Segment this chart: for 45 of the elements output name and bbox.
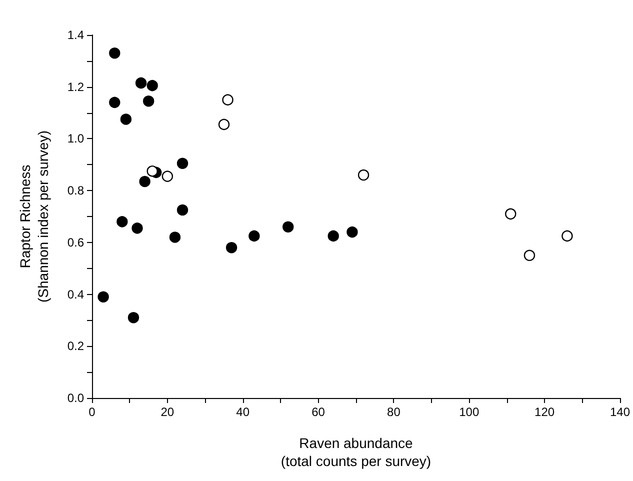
point xyxy=(98,291,109,302)
point xyxy=(139,176,150,188)
point xyxy=(135,77,147,89)
point xyxy=(176,158,188,169)
point xyxy=(226,242,238,254)
y-tick-label: 0.2 xyxy=(67,339,84,354)
point xyxy=(109,96,120,108)
point xyxy=(505,208,516,220)
point xyxy=(109,48,120,59)
x-tick-label: 60 xyxy=(312,405,326,419)
point xyxy=(162,170,174,182)
point xyxy=(346,226,358,238)
y-tick-label: 1.4 xyxy=(67,28,84,42)
point xyxy=(358,169,370,181)
x-tick-label: 80 xyxy=(387,405,401,419)
point xyxy=(146,166,158,177)
point xyxy=(218,118,230,130)
point xyxy=(132,222,143,234)
point xyxy=(128,312,140,324)
x-axis-title: Raven abundance (total counts per survey) xyxy=(280,435,432,469)
y-axis-title: Raptor Richness (Shannon index per survey) xyxy=(17,130,51,302)
y-tick-label: 0.6 xyxy=(67,235,84,250)
point xyxy=(116,216,128,228)
x-tick-label: 0 xyxy=(88,405,96,419)
x-tick-label: 120 xyxy=(534,405,555,419)
point xyxy=(328,230,339,242)
x-tick-label: 100 xyxy=(459,405,480,419)
point xyxy=(248,230,260,242)
x-tick-label: 140 xyxy=(610,405,630,419)
y-tick-label: 0.8 xyxy=(67,184,84,198)
point xyxy=(222,94,234,106)
point xyxy=(120,114,132,125)
y-tick-label: 1.2 xyxy=(67,80,84,94)
point xyxy=(282,221,294,232)
x-tick-label: 20 xyxy=(160,405,174,419)
point xyxy=(146,80,158,92)
point xyxy=(524,250,536,261)
y-tick-label: 0.0 xyxy=(67,391,84,405)
x-tick-label: 40 xyxy=(236,405,250,419)
y-tick-label: 0.4 xyxy=(67,287,84,302)
point xyxy=(176,204,188,216)
point xyxy=(562,230,573,242)
point xyxy=(169,232,181,243)
point xyxy=(142,96,154,107)
y-tick-label: 1.0 xyxy=(67,132,84,146)
